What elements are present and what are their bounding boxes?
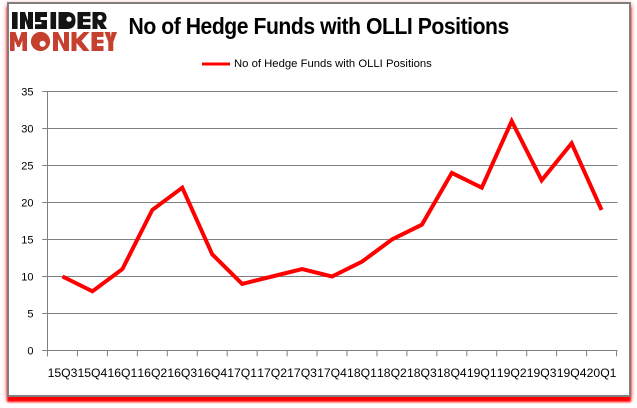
svg-text:0: 0 (27, 345, 33, 357)
svg-text:17Q4: 17Q4 (317, 366, 347, 380)
svg-text:16Q3: 16Q3 (167, 366, 197, 380)
svg-text:20: 20 (21, 197, 33, 209)
svg-text:17Q3: 17Q3 (287, 366, 317, 380)
svg-text:No of Hedge Funds with OLLI Po: No of Hedge Funds with OLLI Positions (234, 58, 432, 70)
svg-text:17Q2: 17Q2 (257, 366, 287, 380)
svg-text:15Q4: 15Q4 (78, 366, 108, 380)
svg-text:19Q1: 19Q1 (467, 366, 497, 380)
svg-text:16Q2: 16Q2 (137, 366, 167, 380)
svg-text:16Q1: 16Q1 (107, 366, 137, 380)
svg-text:5: 5 (27, 308, 33, 320)
svg-text:30: 30 (21, 123, 33, 135)
svg-text:16Q4: 16Q4 (197, 366, 227, 380)
svg-text:15: 15 (21, 234, 33, 246)
svg-text:18Q3: 18Q3 (407, 366, 437, 380)
svg-text:18Q2: 18Q2 (377, 366, 407, 380)
svg-text:10: 10 (21, 271, 33, 283)
svg-text:19Q3: 19Q3 (527, 366, 557, 380)
svg-text:17Q1: 17Q1 (227, 366, 257, 380)
svg-text:19Q2: 19Q2 (497, 366, 527, 380)
svg-text:25: 25 (21, 160, 33, 172)
svg-text:35: 35 (21, 86, 33, 98)
svg-text:18Q1: 18Q1 (347, 366, 377, 380)
svg-text:19Q4: 19Q4 (557, 366, 587, 380)
svg-text:15Q3: 15Q3 (48, 366, 78, 380)
svg-text:18Q4: 18Q4 (437, 366, 467, 380)
svg-text:20Q1: 20Q1 (587, 366, 617, 380)
